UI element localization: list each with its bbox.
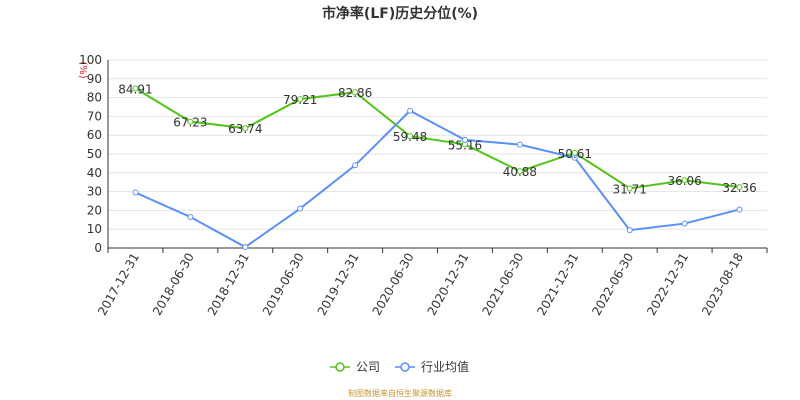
data-point xyxy=(407,107,414,114)
data-label: 82.86 xyxy=(338,86,372,100)
x-tick-label: 2020-12-31 xyxy=(425,251,472,318)
data-point xyxy=(352,162,359,169)
data-point xyxy=(516,141,523,148)
y-tick-label: 0 xyxy=(94,241,102,255)
y-tick-label: 30 xyxy=(87,185,102,199)
y-tick-label: 10 xyxy=(87,222,102,236)
data-point xyxy=(461,136,468,143)
data-point xyxy=(187,118,194,125)
series-line xyxy=(134,87,740,190)
x-tick-label: 2021-12-31 xyxy=(534,251,581,318)
data-label: 84.91 xyxy=(118,82,152,96)
data-label: 63.74 xyxy=(228,122,262,136)
data-label: 31.71 xyxy=(613,182,647,196)
data-point xyxy=(132,85,139,92)
legend-label: 行业均值 xyxy=(421,359,469,374)
data-point xyxy=(681,177,688,184)
x-tick-label: 2020-06-30 xyxy=(370,251,417,318)
data-point xyxy=(297,96,304,103)
series-lines xyxy=(132,85,743,251)
data-point xyxy=(297,205,304,212)
x-tick-label: 2021-06-30 xyxy=(479,251,526,318)
y-tick-label: 100 xyxy=(79,53,102,67)
x-tick-label: 2022-06-30 xyxy=(589,251,636,318)
data-label: 40.88 xyxy=(503,165,537,179)
source-note: 制图数据来自恒生聚源数据库 xyxy=(348,388,452,398)
data-point xyxy=(571,154,578,161)
x-tick-label: 2018-06-30 xyxy=(150,251,197,318)
data-label: 79.21 xyxy=(283,93,317,107)
data-point xyxy=(187,213,194,220)
data-point xyxy=(407,133,414,140)
y-axis-label: (%) xyxy=(77,61,88,78)
x-tick-label: 2018-12-31 xyxy=(205,251,252,318)
y-tick-label: 40 xyxy=(87,166,102,180)
x-tick-label: 2019-06-30 xyxy=(260,251,307,318)
y-tick-label: 90 xyxy=(87,72,102,86)
chart-title: 市净率(LF)历史分位(%) xyxy=(322,5,478,22)
x-tick-label: 2022-12-31 xyxy=(644,251,691,318)
legend-item[interactable]: 公司 xyxy=(330,360,380,374)
y-tick-label: 80 xyxy=(87,91,102,105)
data-point xyxy=(516,168,523,175)
y-tick-label: 20 xyxy=(87,203,102,217)
y-tick-label: 50 xyxy=(87,147,102,161)
data-point xyxy=(626,185,633,192)
x-axis: 2017-12-31 2018-06-30 2018-12-31 2019-06-30… xyxy=(95,60,768,318)
data-point xyxy=(352,89,359,96)
data-point xyxy=(681,220,688,227)
data-label: 36.06 xyxy=(667,174,701,188)
x-tick-label: 2017-12-31 xyxy=(95,251,142,318)
legend-label: 公司 xyxy=(356,360,380,374)
data-labels: 84.91 67.23 63.74 79.21 82.86 59.48 55.16 40.88… xyxy=(118,82,756,196)
y-tick-label: 60 xyxy=(87,128,102,142)
legend-swatch-marker xyxy=(400,362,410,372)
data-point xyxy=(132,189,139,196)
data-label: 55.16 xyxy=(448,138,482,152)
data-label: 50.61 xyxy=(558,147,592,161)
x-tick-label: 2019-12-31 xyxy=(315,251,362,318)
y-tick-label: 70 xyxy=(87,109,102,123)
data-point xyxy=(736,184,743,191)
legend-item[interactable]: 行业均值 xyxy=(395,359,469,374)
x-tick-label: 2023-08-18 xyxy=(699,251,746,318)
data-point xyxy=(626,227,633,234)
data-point xyxy=(736,206,743,213)
legend-swatch-marker xyxy=(335,362,345,372)
grid xyxy=(108,59,767,249)
data-point xyxy=(242,125,249,132)
data-label: 32.36 xyxy=(722,181,756,195)
data-label: 59.48 xyxy=(393,130,427,144)
series-line xyxy=(135,109,740,249)
legend[interactable]: 公司 行业均值 xyxy=(330,359,469,374)
data-point xyxy=(242,244,249,251)
y-axis-ticks: 0 10 20 30 40 50 60 70 80 90 100 xyxy=(79,53,102,255)
data-label: 67.23 xyxy=(173,116,207,130)
